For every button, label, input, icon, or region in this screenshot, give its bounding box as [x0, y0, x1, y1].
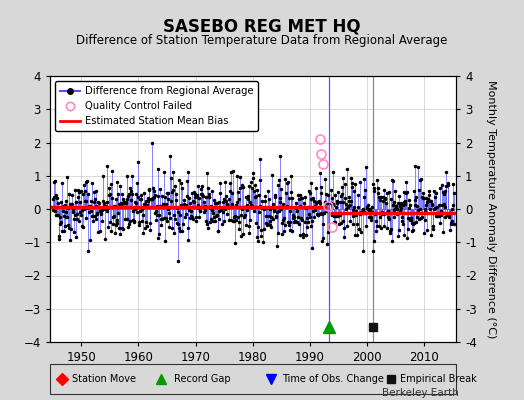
Text: Time of Obs. Change: Time of Obs. Change	[282, 374, 384, 384]
Text: Berkeley Earth: Berkeley Earth	[382, 388, 458, 398]
Text: SASEBO REG MET HQ: SASEBO REG MET HQ	[163, 18, 361, 36]
Y-axis label: Monthly Temperature Anomaly Difference (°C): Monthly Temperature Anomaly Difference (…	[486, 80, 496, 338]
Legend: Difference from Regional Average, Quality Control Failed, Estimated Station Mean: Difference from Regional Average, Qualit…	[55, 81, 258, 131]
Text: Station Move: Station Move	[72, 374, 136, 384]
Text: Difference of Station Temperature Data from Regional Average: Difference of Station Temperature Data f…	[77, 34, 447, 47]
Text: Empirical Break: Empirical Break	[400, 374, 477, 384]
Text: Record Gap: Record Gap	[173, 374, 230, 384]
